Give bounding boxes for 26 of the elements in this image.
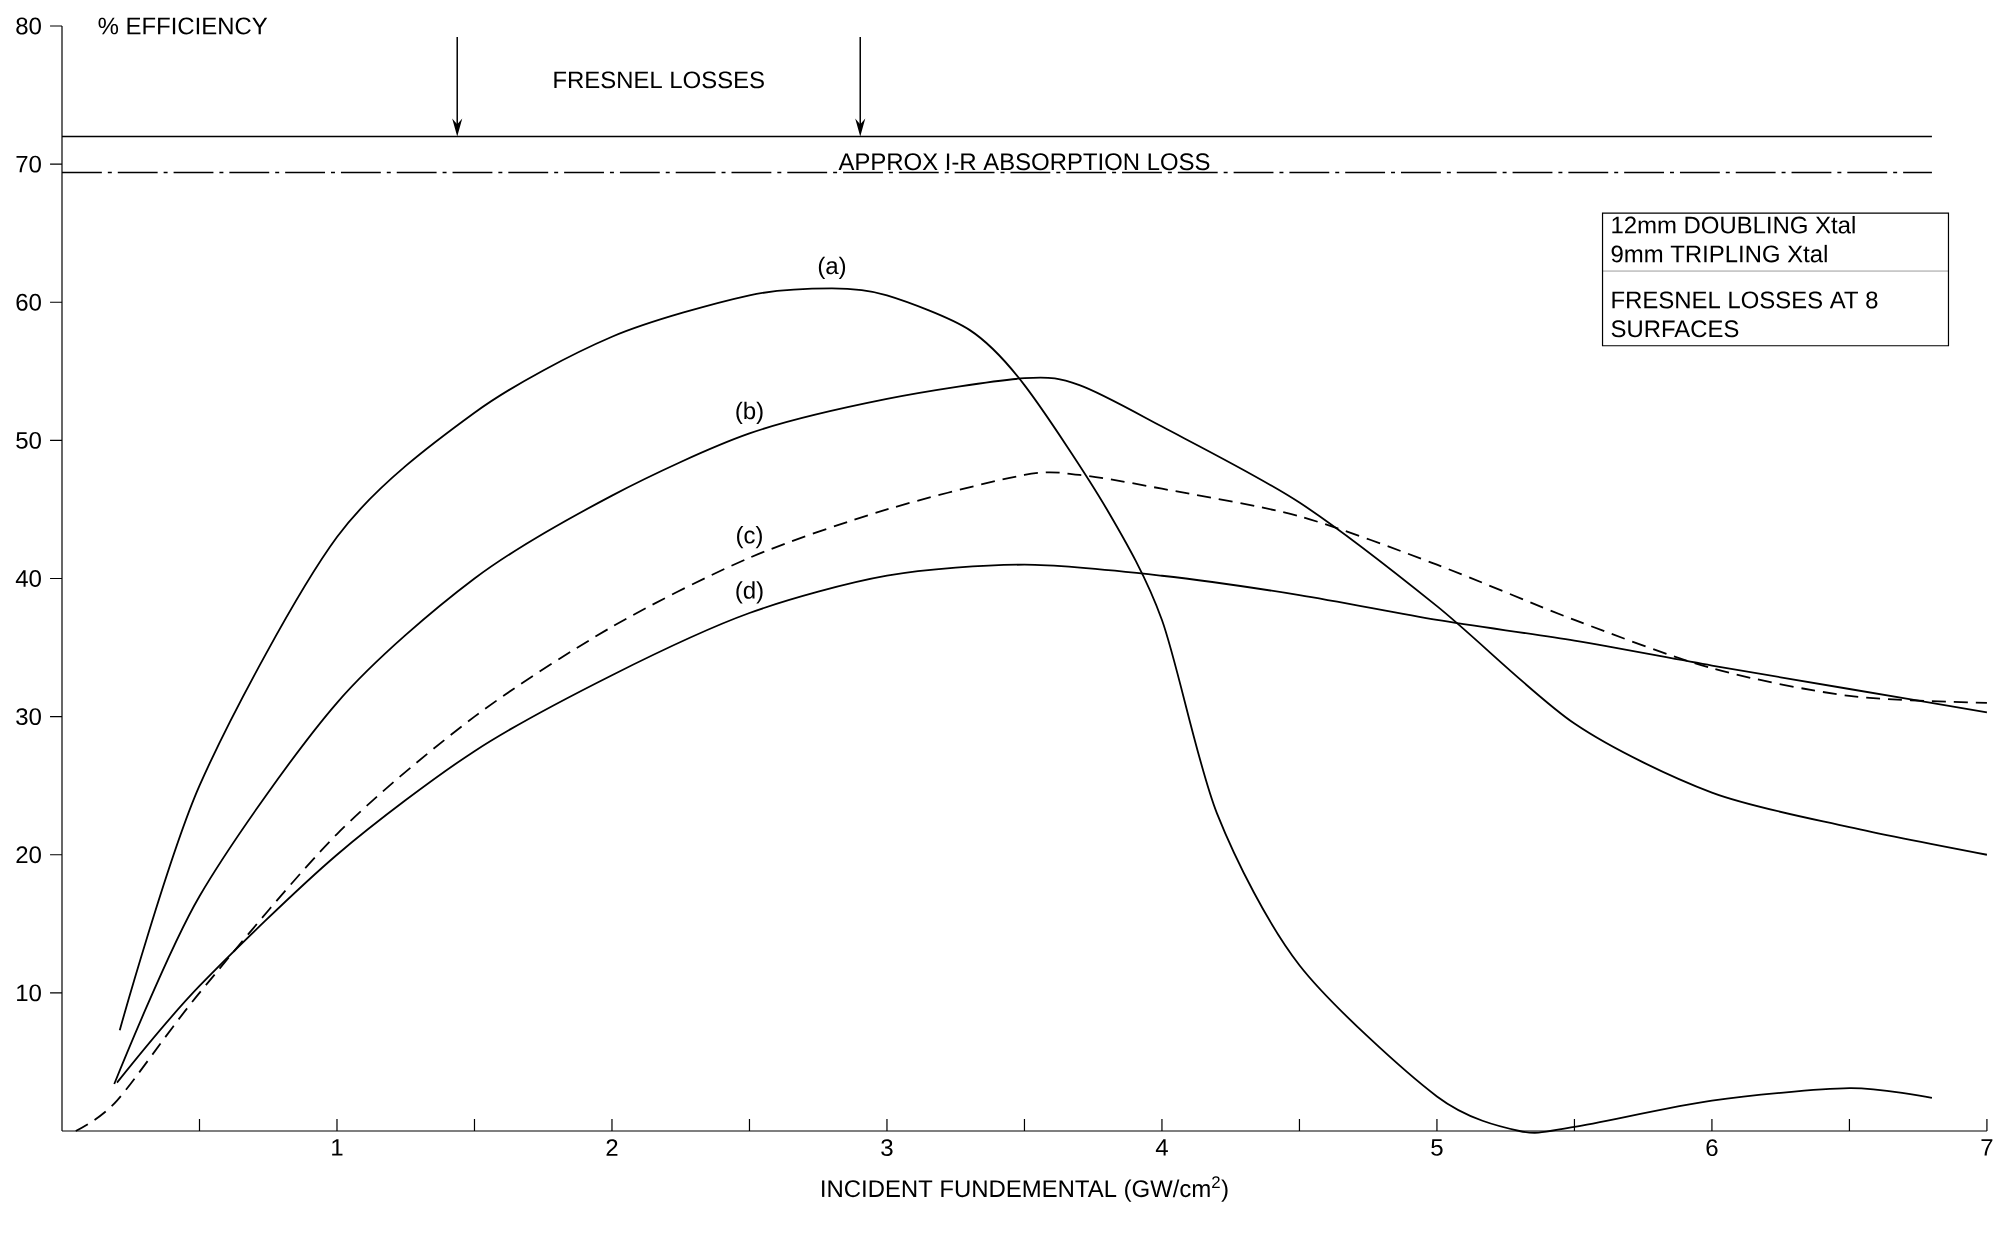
y-tick-label: 20 xyxy=(16,846,41,864)
x-axis-title: INCIDENT FUNDEMENTAL (GW/cm$^{2}$) xyxy=(822,1176,1228,1202)
y-tick-label: 60 xyxy=(16,293,41,311)
series-label: (b) xyxy=(736,401,763,424)
y-axis-title: % EFFICIENCY xyxy=(98,17,268,35)
x-tick-label: 6 xyxy=(1706,1139,1718,1157)
annotation: 12mm DOUBLING Xtal xyxy=(1612,215,1855,234)
x-tick-label: 7 xyxy=(1981,1139,1993,1156)
y-tick-label: 80 xyxy=(16,17,41,35)
annotation: FRESNEL LOSSES AT 8 SURFACES xyxy=(1611,291,1878,338)
series-label: (a) xyxy=(818,256,846,279)
series-label: (d) xyxy=(736,581,763,604)
annotation: 9mm TRIPLING Xtal xyxy=(1611,244,1827,263)
x-tick-label: 5 xyxy=(1431,1139,1443,1156)
ref-line-label: APPROX I-R ABSORPTION LOSS xyxy=(838,153,1210,171)
annotation: FRESNEL LOSSES xyxy=(554,71,764,89)
series-label: (c) xyxy=(737,526,762,549)
x-tick-label: 4 xyxy=(1155,1139,1168,1156)
x-tick-label: 1 xyxy=(332,1139,343,1156)
x-tick-label: 3 xyxy=(881,1139,893,1157)
y-tick-label: 50 xyxy=(16,431,41,449)
y-tick-label: 10 xyxy=(17,984,41,1002)
y-tick-label: 70 xyxy=(16,155,41,173)
x-tick-label: 2 xyxy=(606,1139,618,1156)
y-tick-label: 40 xyxy=(15,570,41,587)
y-tick-label: 30 xyxy=(16,708,41,726)
